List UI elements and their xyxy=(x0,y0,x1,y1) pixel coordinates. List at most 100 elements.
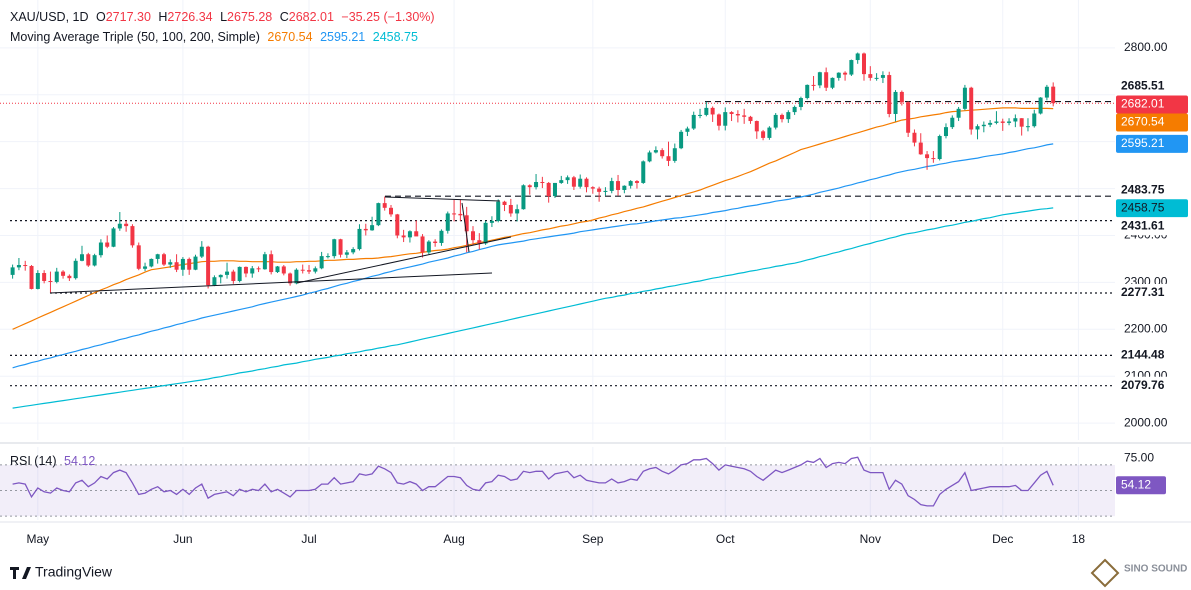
candle-body xyxy=(956,108,961,118)
candle-body xyxy=(943,127,948,137)
candle-body xyxy=(218,274,223,278)
candle-body xyxy=(124,223,129,227)
price-label: 2483.75 xyxy=(1121,182,1165,196)
candle-body xyxy=(357,228,362,250)
candle-body xyxy=(489,220,494,223)
candle-body xyxy=(874,77,879,79)
candle-body xyxy=(288,273,293,284)
candle-body xyxy=(269,254,274,273)
candle-body xyxy=(206,246,211,286)
candle-body xyxy=(325,256,330,258)
candle-body xyxy=(685,128,690,132)
candle-body xyxy=(35,273,40,289)
candle-body xyxy=(666,156,671,161)
candle-body xyxy=(1038,97,1043,114)
candle-body xyxy=(117,223,122,229)
candle-body xyxy=(79,254,84,261)
candle-body xyxy=(61,271,66,276)
candle-body xyxy=(414,231,419,237)
candle-body xyxy=(729,112,734,114)
candle-body xyxy=(893,91,898,114)
candle-body xyxy=(843,72,848,75)
candle-body xyxy=(918,142,923,155)
candle-body xyxy=(811,84,816,86)
plot xyxy=(0,52,1115,507)
candle-body xyxy=(824,72,829,88)
price-label-box xyxy=(1116,134,1188,153)
candle-body xyxy=(262,254,267,270)
candle-body xyxy=(950,117,955,128)
candle-body xyxy=(742,115,747,117)
candle-body xyxy=(243,266,248,274)
candle-body xyxy=(187,258,192,270)
price-label-box xyxy=(1116,199,1188,218)
candle-body xyxy=(180,258,185,270)
price-label: 2670.54 xyxy=(1121,115,1165,129)
candle-body xyxy=(1032,113,1037,127)
candle-body xyxy=(534,182,539,188)
candle-body xyxy=(931,158,936,160)
candle-body xyxy=(433,241,438,243)
price-label-box xyxy=(1116,346,1188,365)
candle-body xyxy=(149,258,154,267)
price-axis: 2000.002100.002200.002300.002400.002500.… xyxy=(27,40,1188,546)
candle-body xyxy=(805,84,810,99)
candle-body xyxy=(780,114,785,120)
y-tick-label: 2200.00 xyxy=(1124,321,1168,335)
candle-body xyxy=(590,187,595,189)
price-label: 2431.61 xyxy=(1121,218,1165,232)
candle-body xyxy=(767,127,772,138)
candle-body xyxy=(1025,126,1030,128)
candle-body xyxy=(546,182,551,197)
trendline xyxy=(384,196,501,202)
price-label-box xyxy=(1116,284,1188,303)
brand: TradingView xyxy=(35,564,113,580)
candle-body xyxy=(174,262,179,270)
candle-body xyxy=(994,121,999,123)
candle-body xyxy=(937,136,942,160)
candle-body xyxy=(540,182,545,184)
ma-value: 2670.54 xyxy=(267,30,313,44)
price-label: 2458.75 xyxy=(1121,200,1165,214)
x-tick-label: 18 xyxy=(1072,532,1086,546)
price-label-box xyxy=(1116,77,1188,96)
candle-body xyxy=(23,265,28,267)
symbol-header: XAU/USD, 1D O2717.30 H2726.34 L2675.28 C… xyxy=(10,10,439,24)
candle-body xyxy=(338,239,343,255)
candle-body xyxy=(552,182,557,197)
candle-body xyxy=(571,177,576,187)
candle-body xyxy=(912,132,917,143)
candle-body xyxy=(988,122,993,125)
x-tick-label: Aug xyxy=(443,532,464,546)
candle-body xyxy=(420,236,425,253)
candle-body xyxy=(111,228,116,247)
candle-body xyxy=(344,252,349,255)
x-tick-label: Sep xyxy=(582,532,604,546)
candle-body xyxy=(716,114,721,126)
candle-body xyxy=(515,209,520,214)
indicator-title: Moving Average Triple (50, 100, 200, Sim… xyxy=(10,30,260,44)
candle-body xyxy=(458,213,463,216)
candle-body xyxy=(439,230,444,243)
price-label: 2079.76 xyxy=(1121,378,1165,392)
x-tick-label: Dec xyxy=(992,532,1013,546)
quote-value: 2717.30 xyxy=(105,10,151,24)
candle-body xyxy=(735,113,740,116)
candle-body xyxy=(1019,118,1024,127)
candle-body xyxy=(527,185,532,188)
trendline xyxy=(461,202,470,253)
quote-key: O xyxy=(95,10,106,24)
candle-body xyxy=(679,131,684,149)
candle-body xyxy=(559,180,564,183)
rsi-title: RSI (14) xyxy=(10,454,57,468)
candle-body xyxy=(1013,118,1018,122)
candle-body xyxy=(691,114,696,129)
candle-body xyxy=(798,98,803,107)
candle-body xyxy=(508,204,513,214)
candle-body xyxy=(616,181,621,190)
quote-value: 2682.01 xyxy=(288,10,334,24)
candle-body xyxy=(370,225,375,231)
candle-body xyxy=(10,267,15,275)
candle-body xyxy=(168,262,173,265)
